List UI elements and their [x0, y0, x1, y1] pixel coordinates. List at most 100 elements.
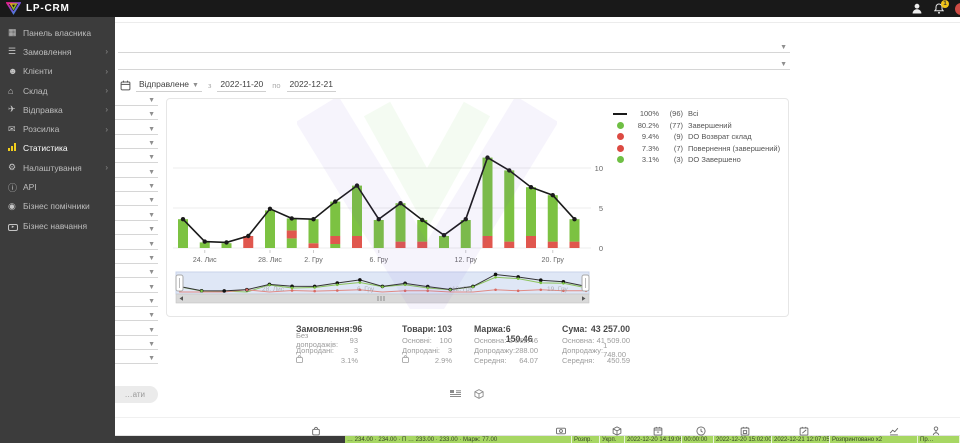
profile-avatar-partial[interactable] — [955, 2, 960, 15]
bar-segment-red[interactable] — [504, 241, 515, 248]
filter-select-wide-2[interactable]: ▼ — [118, 57, 790, 70]
line-point[interactable] — [376, 217, 381, 222]
bar-segment-red[interactable] — [482, 236, 493, 248]
filter-select-left-19[interactable]: ▼ — [90, 352, 158, 365]
table-row[interactable]: … 234.00 · 234.00 · П … 233.00 · 233.00 … — [115, 436, 960, 443]
filter-select-left-11[interactable]: ▼ — [90, 238, 158, 250]
bar-segment-green[interactable] — [286, 238, 297, 248]
sidebar-item-shipping[interactable]: ✈ Відправка › — [0, 100, 115, 119]
filter-select-left-8[interactable]: ▼ — [90, 194, 158, 207]
filter-select-left-6[interactable]: ▼ — [90, 166, 158, 178]
calendar-arrival-icon[interactable] — [740, 423, 750, 441]
filter-select-left-17[interactable]: ▼ — [90, 324, 158, 336]
filter-select-left-9[interactable]: ▼ — [90, 209, 158, 221]
sidebar-item-settings[interactable]: ⚙ Налаштування › — [0, 158, 115, 177]
orders-chart[interactable]: 0 5 10 24. Лис 28. Лис 2. Гру 6. Гру 12. Гру 20.… — [167, 99, 788, 316]
bell-icon[interactable]: 1 — [933, 0, 949, 15]
sidebar-item-warehouse[interactable]: ⌂ Склад › — [0, 81, 115, 100]
line-point[interactable] — [354, 183, 360, 188]
sidebar-item-api[interactable]: ⓘ API — [0, 177, 115, 196]
bar-segment-red[interactable] — [352, 236, 362, 248]
bar-segment-green[interactable] — [373, 220, 384, 248]
bar-segment-green[interactable] — [330, 201, 341, 236]
bar-segment-green[interactable] — [504, 170, 515, 242]
bar-segment-green[interactable] — [265, 210, 275, 248]
line-point[interactable] — [441, 233, 447, 238]
bar-segment-red[interactable] — [417, 241, 428, 248]
bar-segment-green[interactable] — [308, 219, 319, 244]
filter-select-left-13[interactable]: ▼ — [90, 266, 158, 279]
sidebar-item-statistics[interactable]: Статистика — [0, 139, 115, 158]
person-icon[interactable] — [931, 423, 941, 441]
user-icon[interactable] — [911, 3, 923, 15]
line-point[interactable] — [507, 168, 512, 173]
scroll-left-arrow-icon[interactable] — [179, 296, 184, 301]
bar-segment-green[interactable] — [526, 187, 536, 236]
filter-select-left-3[interactable]: ▼ — [90, 123, 158, 135]
filter-select-left-10[interactable]: ▼ — [90, 223, 158, 236]
scroll-right-arrow-icon[interactable] — [582, 296, 586, 301]
filter-select-left-18[interactable]: ▼ — [90, 338, 158, 350]
line-point[interactable] — [180, 217, 186, 222]
date-from-input[interactable]: 2022-11-20 — [217, 78, 267, 92]
bar-segment-green[interactable] — [199, 242, 210, 248]
bar-segment-green[interactable] — [460, 220, 471, 248]
sidebar-item-orders[interactable]: ☰ Замовлення › — [0, 42, 115, 61]
bar-segment-red[interactable] — [547, 241, 558, 248]
sidebar-item-training[interactable]: ▸ Бізнес навчання — [0, 216, 115, 235]
sidebar-item-dashboard[interactable]: ▦ Панель власника — [0, 23, 115, 42]
line-point[interactable] — [267, 206, 273, 211]
line-point[interactable] — [463, 217, 468, 222]
line-point[interactable] — [311, 217, 316, 222]
bar-segment-green[interactable] — [395, 203, 406, 242]
filter-select-left-7[interactable]: ▼ — [90, 180, 158, 193]
bag-icon[interactable] — [311, 423, 321, 441]
line-point[interactable] — [572, 217, 577, 222]
line-point[interactable] — [333, 199, 338, 204]
filter-select-wide-1[interactable]: ▼ — [118, 40, 790, 53]
package-icon[interactable] — [474, 386, 484, 404]
calendar-edit-icon[interactable] — [799, 423, 809, 441]
filter-select-left-12[interactable]: ▼ — [90, 252, 158, 264]
line-point[interactable] — [246, 233, 251, 239]
line-point[interactable] — [528, 185, 534, 190]
sidebar-item-mailing[interactable]: ✉ Розсилка › — [0, 119, 115, 138]
legend-item[interactable]: 80.2% (77) Завершений — [611, 120, 780, 132]
line-point[interactable] — [289, 216, 294, 221]
date-type-select[interactable]: Відправлене ▼ — [136, 78, 202, 92]
filter-select-left-5[interactable]: ▼ — [90, 151, 158, 164]
date-to-input[interactable]: 2022-12-21 — [286, 78, 336, 92]
clock-icon[interactable] — [696, 423, 706, 441]
calendar-date-icon[interactable] — [653, 423, 663, 441]
filter-select-left-16[interactable]: ▼ — [90, 309, 158, 322]
bar-segment-green[interactable] — [417, 220, 428, 242]
line-point[interactable] — [485, 155, 490, 160]
bar-segment-green[interactable] — [178, 219, 188, 248]
bar-segment-green[interactable] — [569, 219, 580, 242]
bar-segment-green[interactable] — [221, 243, 232, 248]
bar-segment-red[interactable] — [330, 236, 341, 244]
summary-list-icon[interactable] — [450, 386, 461, 404]
app-logo[interactable]: LP-CRM — [0, 2, 70, 15]
line-point[interactable] — [420, 217, 425, 223]
navigator-scrollbar[interactable] — [175, 293, 590, 304]
filter-select-left-15[interactable]: ▼ — [90, 295, 158, 307]
bar-segment-red[interactable] — [395, 241, 406, 248]
legend-item[interactable]: 3.1% (3) DO Завершено — [611, 154, 780, 166]
bar-segment-green[interactable] — [547, 195, 558, 242]
filter-select-left-14[interactable]: ▼ — [90, 281, 158, 293]
filter-select-left-2[interactable]: ▼ — [90, 108, 158, 121]
banknote-icon[interactable] — [556, 423, 566, 441]
bar-segment-red[interactable] — [286, 230, 297, 239]
line-point[interactable] — [224, 240, 229, 245]
legend-item[interactable]: 9.4% (9) DO Возврат склад — [611, 131, 780, 143]
bar-segment-green[interactable] — [330, 244, 341, 248]
bar-segment-red[interactable] — [526, 236, 536, 248]
bar-segment-green[interactable] — [286, 218, 297, 231]
package-icon[interactable] — [612, 423, 622, 441]
bar-segment-red[interactable] — [569, 241, 580, 248]
legend-item[interactable]: 100% (96) Всі — [611, 108, 780, 120]
bar-segment-green[interactable] — [439, 236, 449, 248]
filter-select-left-1[interactable]: ▼ — [90, 94, 158, 106]
bar-segment-green[interactable] — [352, 185, 362, 236]
